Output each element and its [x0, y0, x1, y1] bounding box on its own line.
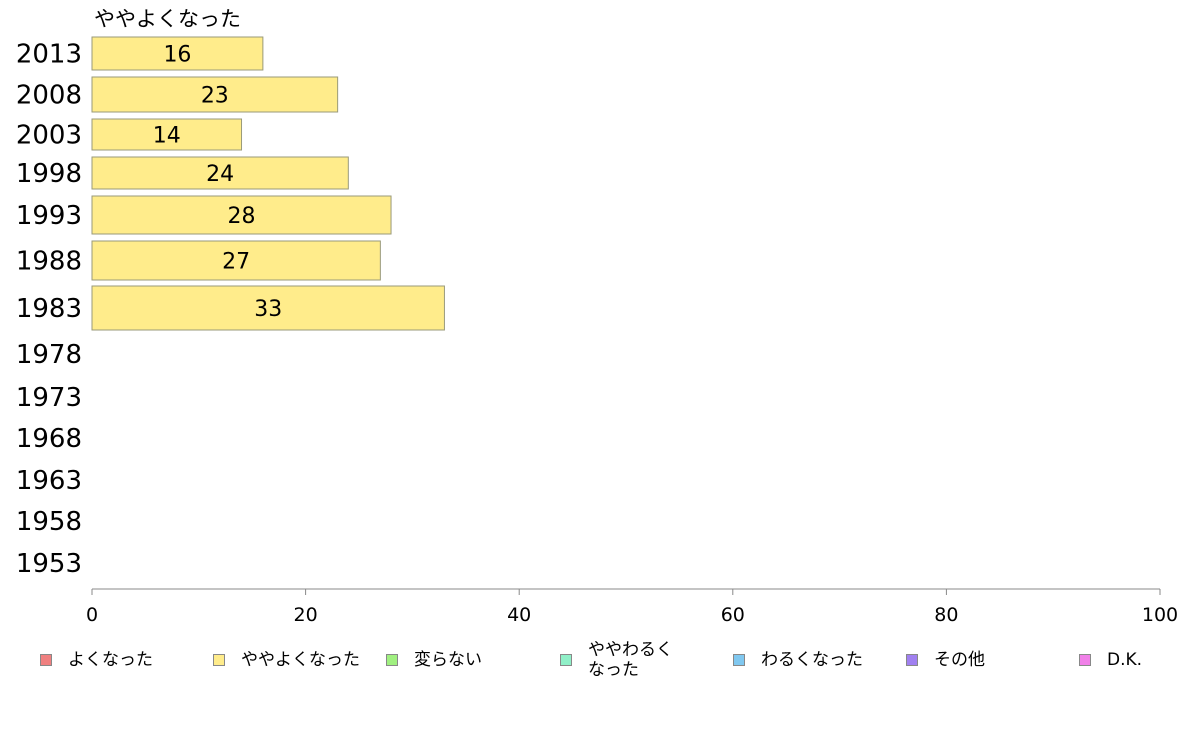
bar	[91, 118, 243, 151]
x-tick-label: 80	[934, 604, 958, 626]
bar	[91, 285, 445, 331]
legend-swatch	[213, 654, 225, 666]
legend-item: ややよくなった	[213, 640, 360, 670]
legend-item: わるくなった	[733, 640, 863, 670]
year-label: 1958	[16, 507, 82, 537]
bar-value-label: 28	[228, 204, 256, 229]
chart-title: ややよくなった	[94, 7, 241, 31]
legend-label: その他	[934, 650, 985, 670]
legend-label: よくなった	[68, 650, 153, 670]
year-label: 1953	[16, 549, 82, 579]
legend-label-line: よくなった	[68, 650, 153, 670]
year-label: 1988	[16, 247, 82, 277]
legend-label-line: なった	[588, 660, 639, 680]
bar	[91, 195, 392, 235]
x-tick-label: 100	[1142, 604, 1178, 626]
bar	[91, 156, 349, 190]
x-tick-label: 60	[721, 604, 745, 626]
bar-value-label: 33	[254, 297, 282, 322]
legend-label: D.K.	[1107, 650, 1142, 670]
year-label: 1998	[16, 159, 82, 189]
legend: よくなった ややよくなった 変らない ややわるく なった わるくなった その他 D.K.	[0, 640, 1188, 690]
year-label: 2008	[16, 81, 82, 111]
bar	[91, 36, 264, 71]
legend-label-line: その他	[934, 650, 985, 670]
bar-value-label: 14	[153, 124, 181, 149]
legend-item: D.K.	[1079, 640, 1142, 670]
bar	[91, 76, 339, 113]
legend-swatch	[906, 654, 918, 666]
legend-item: よくなった	[40, 640, 153, 670]
year-label: 1978	[16, 340, 82, 370]
legend-item: ややわるく なった	[560, 640, 673, 680]
year-label: 1968	[16, 424, 82, 454]
year-label: 1963	[16, 466, 82, 496]
legend-label-line: ややよくなった	[241, 650, 360, 670]
x-tick-label: 20	[294, 604, 318, 626]
legend-swatch	[560, 654, 572, 666]
bar-value-label: 24	[206, 162, 234, 187]
legend-label-line: D.K.	[1107, 650, 1143, 670]
legend-swatch	[386, 654, 398, 666]
legend-label: 変らない	[414, 650, 482, 670]
legend-swatch	[40, 654, 52, 666]
legend-label: ややよくなった	[241, 650, 360, 670]
bar-value-label: 16	[163, 43, 191, 68]
year-label: 2013	[16, 40, 82, 70]
bar	[91, 240, 381, 281]
legend-label: わるくなった	[761, 650, 863, 670]
year-label: 2003	[16, 121, 82, 151]
x-axis: 0 20 40 60 80 100	[86, 588, 1178, 626]
year-label: 1973	[16, 383, 82, 413]
legend-label: ややわるく なった	[588, 640, 673, 680]
year-labels: 2013 2008 2003 1998 1993 1988 1983 1978 1973 1968…	[16, 40, 82, 580]
x-tick-label: 0	[86, 604, 98, 626]
year-label: 1993	[16, 201, 82, 231]
legend-swatch	[1079, 654, 1091, 666]
legend-item: その他	[906, 640, 985, 670]
legend-item: 変らない	[386, 640, 482, 670]
legend-label-line: 変らない	[414, 650, 482, 670]
legend-label-line: ややわるく	[588, 640, 673, 660]
legend-swatch	[733, 654, 745, 666]
bar-value-label: 23	[201, 84, 229, 109]
legend-label-line: わるくなった	[761, 650, 863, 670]
year-label: 1983	[16, 294, 82, 324]
bar-value-label: 27	[222, 250, 250, 275]
x-tick-label: 40	[507, 604, 531, 626]
